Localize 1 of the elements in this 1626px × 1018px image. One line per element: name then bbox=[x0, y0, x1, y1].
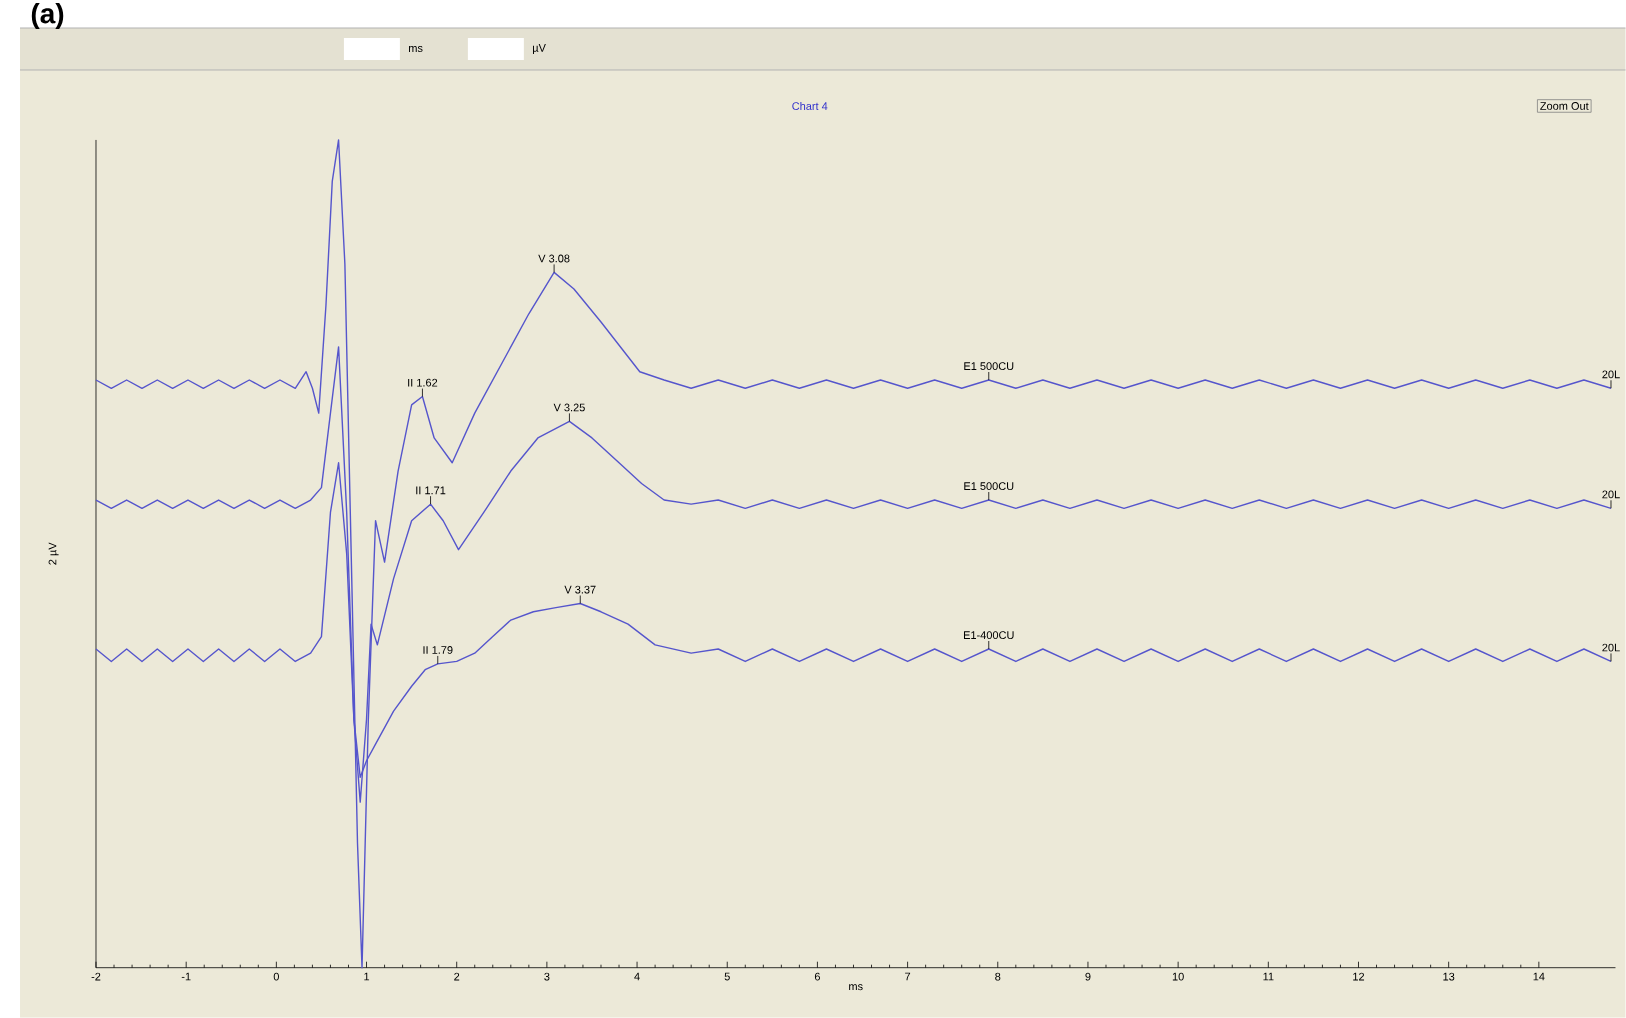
chart-title: (a) bbox=[31, 3, 64, 30]
